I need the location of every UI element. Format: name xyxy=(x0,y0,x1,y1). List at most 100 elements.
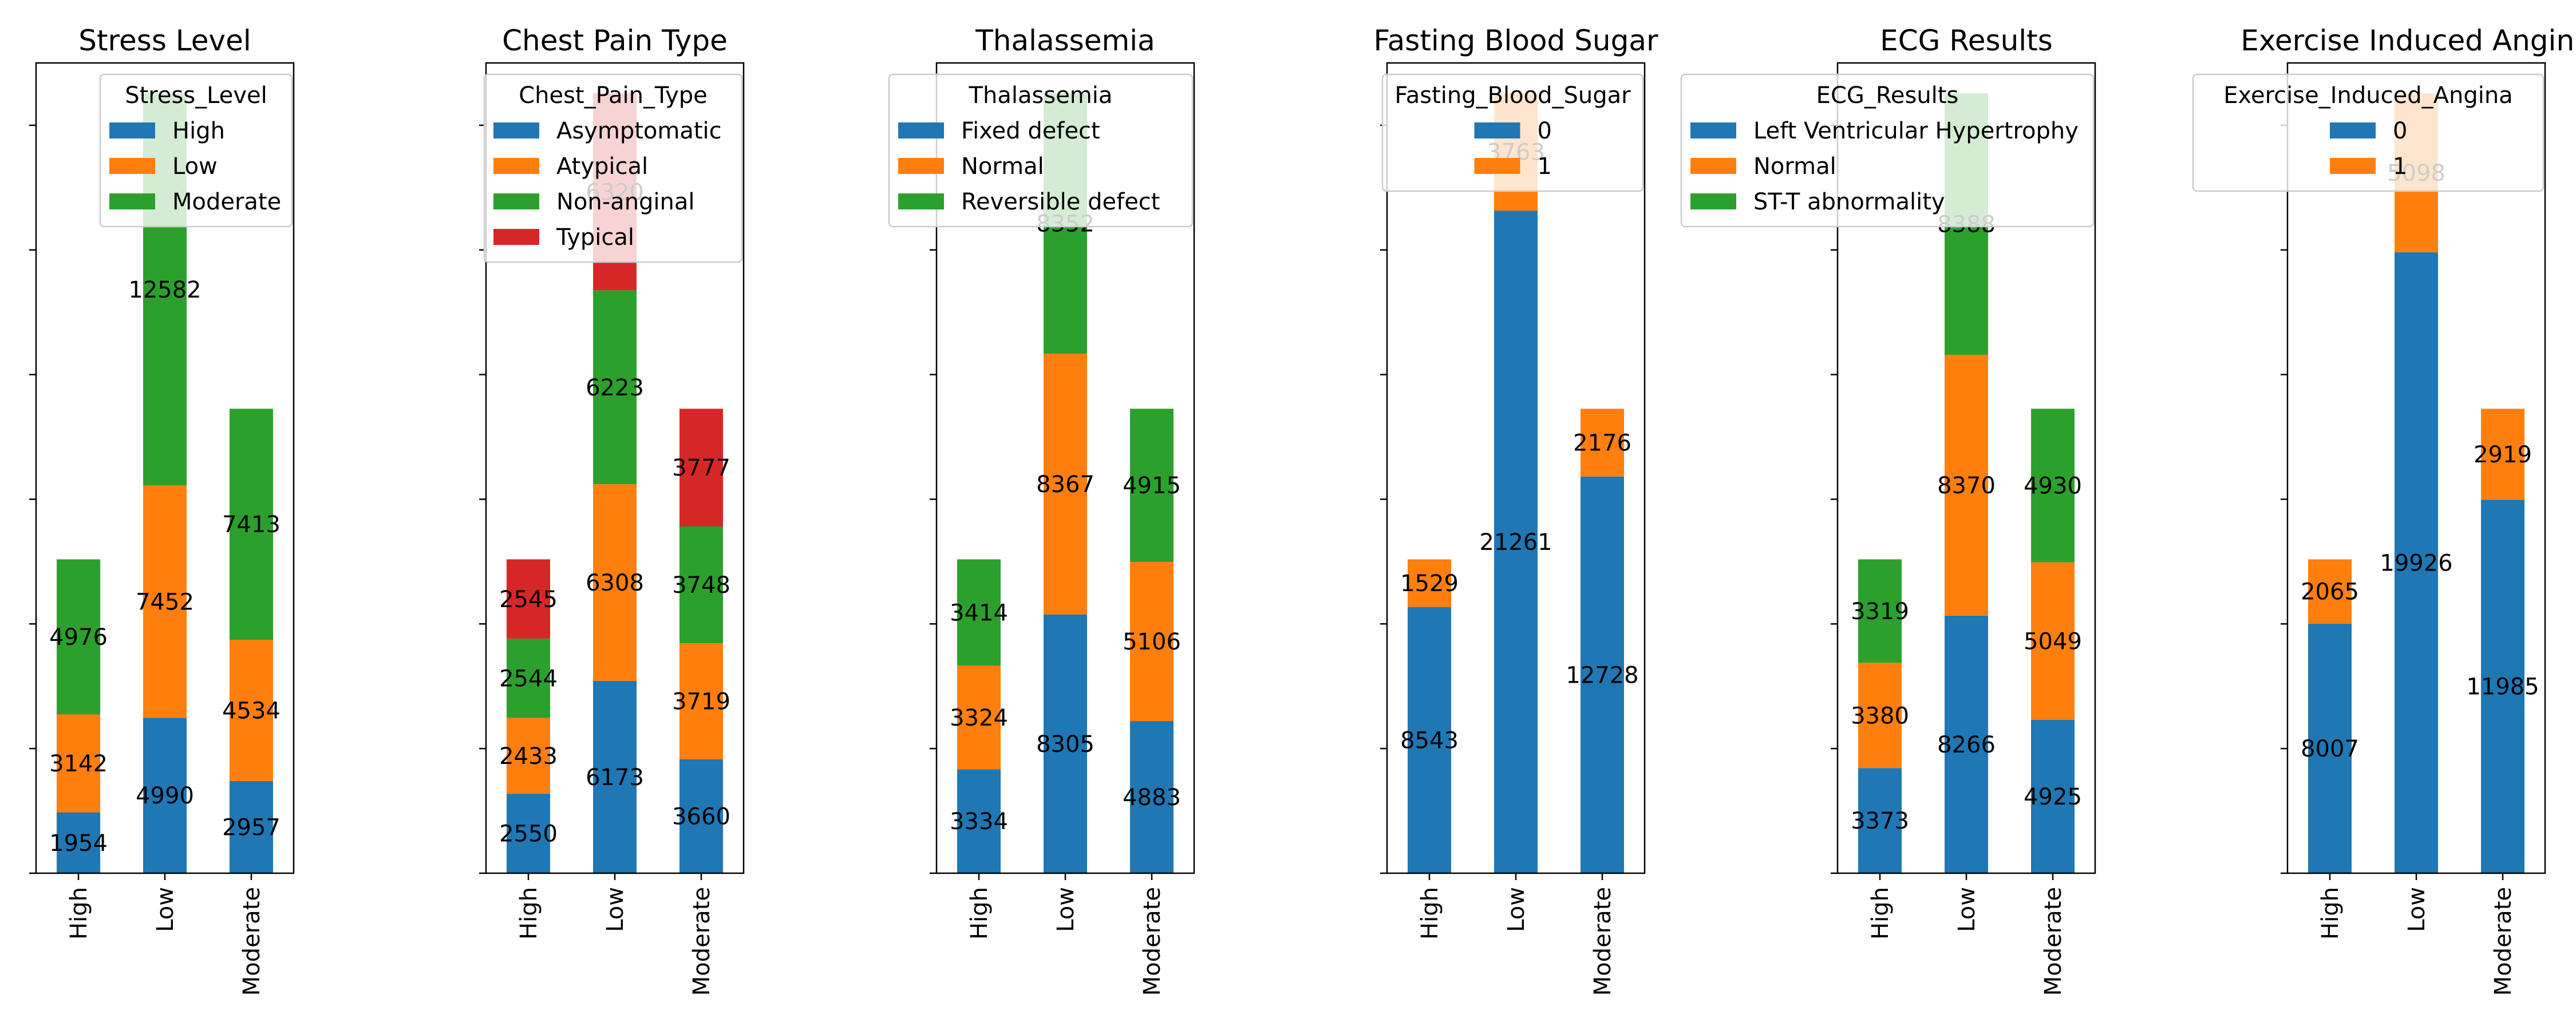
plot-area-frame xyxy=(1836,62,2096,874)
plot-area-frame xyxy=(935,62,1195,874)
chart-title: Fasting Blood Sugar xyxy=(1373,24,1658,57)
legend-swatch-1 xyxy=(1474,122,1520,138)
bar-moderate-series-1 xyxy=(679,759,723,873)
data-label: 21261 xyxy=(1479,529,1552,556)
bar-high-series-2 xyxy=(1858,663,1902,768)
data-label: 3334 xyxy=(950,809,1008,835)
legend-label-2: Low xyxy=(172,153,218,180)
data-label: 8305 xyxy=(1036,731,1095,758)
data-label: 8370 xyxy=(1937,473,1996,499)
data-label: 6173 xyxy=(586,764,644,791)
data-label: 3142 xyxy=(49,751,108,777)
bar-moderate-series-4 xyxy=(679,409,723,527)
bar-moderate-series-2 xyxy=(1130,561,1174,722)
legend: Exercise_Induced_Angina 0 1 xyxy=(2192,73,2545,192)
bar-moderate-series-2 xyxy=(2481,409,2524,500)
legend-swatch-3 xyxy=(1690,193,1736,209)
bar-high-series-3 xyxy=(957,559,1001,666)
data-label: 2544 xyxy=(499,665,558,692)
x-tick-label: Low xyxy=(1503,887,1530,932)
bar-high-series-3 xyxy=(507,639,550,718)
data-label: 2176 xyxy=(1573,430,1631,457)
x-tick-label: High xyxy=(966,887,993,940)
x-tick-label: High xyxy=(1417,887,1443,940)
data-label: 3777 xyxy=(672,455,730,481)
data-label: 4930 xyxy=(2024,473,2082,500)
bar-low-series-2 xyxy=(1044,354,1087,615)
bar-moderate-series-3 xyxy=(2031,409,2075,562)
data-label: 4534 xyxy=(222,698,280,724)
legend-label-2: 1 xyxy=(1538,153,1552,180)
data-label: 8266 xyxy=(1937,732,1996,758)
legend-title: Fasting_Blood_Sugar xyxy=(1394,82,1631,109)
data-label: 3719 xyxy=(672,688,730,715)
legend-swatch-2 xyxy=(2330,158,2376,174)
chart-title: ECG Results xyxy=(1880,24,2053,57)
bar-moderate-series-2 xyxy=(679,643,723,759)
legend-swatch-1 xyxy=(898,122,944,138)
bar-low-series-3 xyxy=(593,290,637,485)
bar-high-series-3 xyxy=(1858,559,1902,663)
bar-low-series-1 xyxy=(1494,211,1538,873)
bar-high-series-1 xyxy=(507,794,550,873)
legend-swatch-2 xyxy=(1690,158,1736,174)
bar-high-series-3 xyxy=(57,559,100,715)
data-label: 3414 xyxy=(950,600,1008,626)
bar-high-series-2 xyxy=(507,718,550,794)
bar-moderate-series-1 xyxy=(1581,476,1624,873)
data-label: 7413 xyxy=(222,512,280,538)
x-tick-label: Low xyxy=(1954,887,1980,932)
legend-swatch-1 xyxy=(2330,122,2376,138)
data-label: 5106 xyxy=(1123,629,1181,655)
legend-box xyxy=(99,73,293,228)
legend-swatch-3 xyxy=(109,193,155,209)
legend-swatch-1 xyxy=(493,122,539,138)
bar-low-series-1 xyxy=(2395,252,2438,874)
data-label: 5049 xyxy=(2024,628,2082,655)
legend-label-1: Left Ventricular Hypertrophy xyxy=(1753,118,2079,144)
legend-label-1: Asymptomatic xyxy=(556,118,722,144)
legend-title: Exercise_Induced_Angina xyxy=(2223,82,2512,109)
legend-swatch-3 xyxy=(898,193,944,209)
legend: Fasting_Blood_Sugar 0 1 xyxy=(1381,73,1644,192)
bar-moderate-series-1 xyxy=(2481,500,2524,873)
data-label: 6223 xyxy=(586,375,644,401)
data-label: 3380 xyxy=(1851,703,1909,729)
bar-moderate-series-3 xyxy=(679,526,723,644)
bar-moderate-series-2 xyxy=(1581,409,1624,477)
x-tick-label: Moderate xyxy=(1590,887,1616,996)
legend-label-2: 1 xyxy=(2393,153,2407,180)
bar-low-series-2 xyxy=(143,485,187,718)
legend-title: ECG_Results xyxy=(1816,82,1959,109)
data-label: 3373 xyxy=(1851,808,1909,834)
bar-low-series-1 xyxy=(143,718,187,873)
data-label: 3319 xyxy=(1851,599,1909,625)
data-label: 7452 xyxy=(136,589,194,615)
bar-high-series-1 xyxy=(57,812,100,873)
bar-high-series-1 xyxy=(957,769,1001,873)
legend-label-1: 0 xyxy=(1538,118,1552,144)
bar-high-series-2 xyxy=(957,665,1001,770)
data-label: 12728 xyxy=(1566,662,1638,688)
legend-label-2: Normal xyxy=(1753,153,1836,180)
data-label: 2433 xyxy=(499,743,558,770)
legend-title: Stress_Level xyxy=(125,82,267,109)
chart-title: Thalassemia xyxy=(975,24,1155,57)
legend-swatch-2 xyxy=(1474,158,1520,174)
data-label: 2065 xyxy=(2301,579,2359,605)
data-label: 12582 xyxy=(128,277,201,303)
x-tick-label: High xyxy=(66,887,92,940)
plot-area-frame xyxy=(2286,62,2546,874)
legend-swatch-1 xyxy=(109,122,155,138)
bar-high-series-1 xyxy=(1408,607,1451,873)
bar-moderate-series-3 xyxy=(1130,409,1174,562)
legend-title: Chest_Pain_Type xyxy=(519,82,708,109)
x-tick-label: High xyxy=(1867,887,1894,940)
legend-label-3: Moderate xyxy=(172,189,281,215)
legend-box xyxy=(1680,73,2095,228)
bar-low-series-2 xyxy=(593,484,637,681)
legend: Thalassemia Fixed defect Normal Reversible … xyxy=(888,73,1194,228)
legend-label-1: High xyxy=(172,118,225,144)
legend: ECG_Results Left Ventricular Hypertrophy N… xyxy=(1680,73,2095,228)
bar-low-series-1 xyxy=(1044,614,1087,873)
